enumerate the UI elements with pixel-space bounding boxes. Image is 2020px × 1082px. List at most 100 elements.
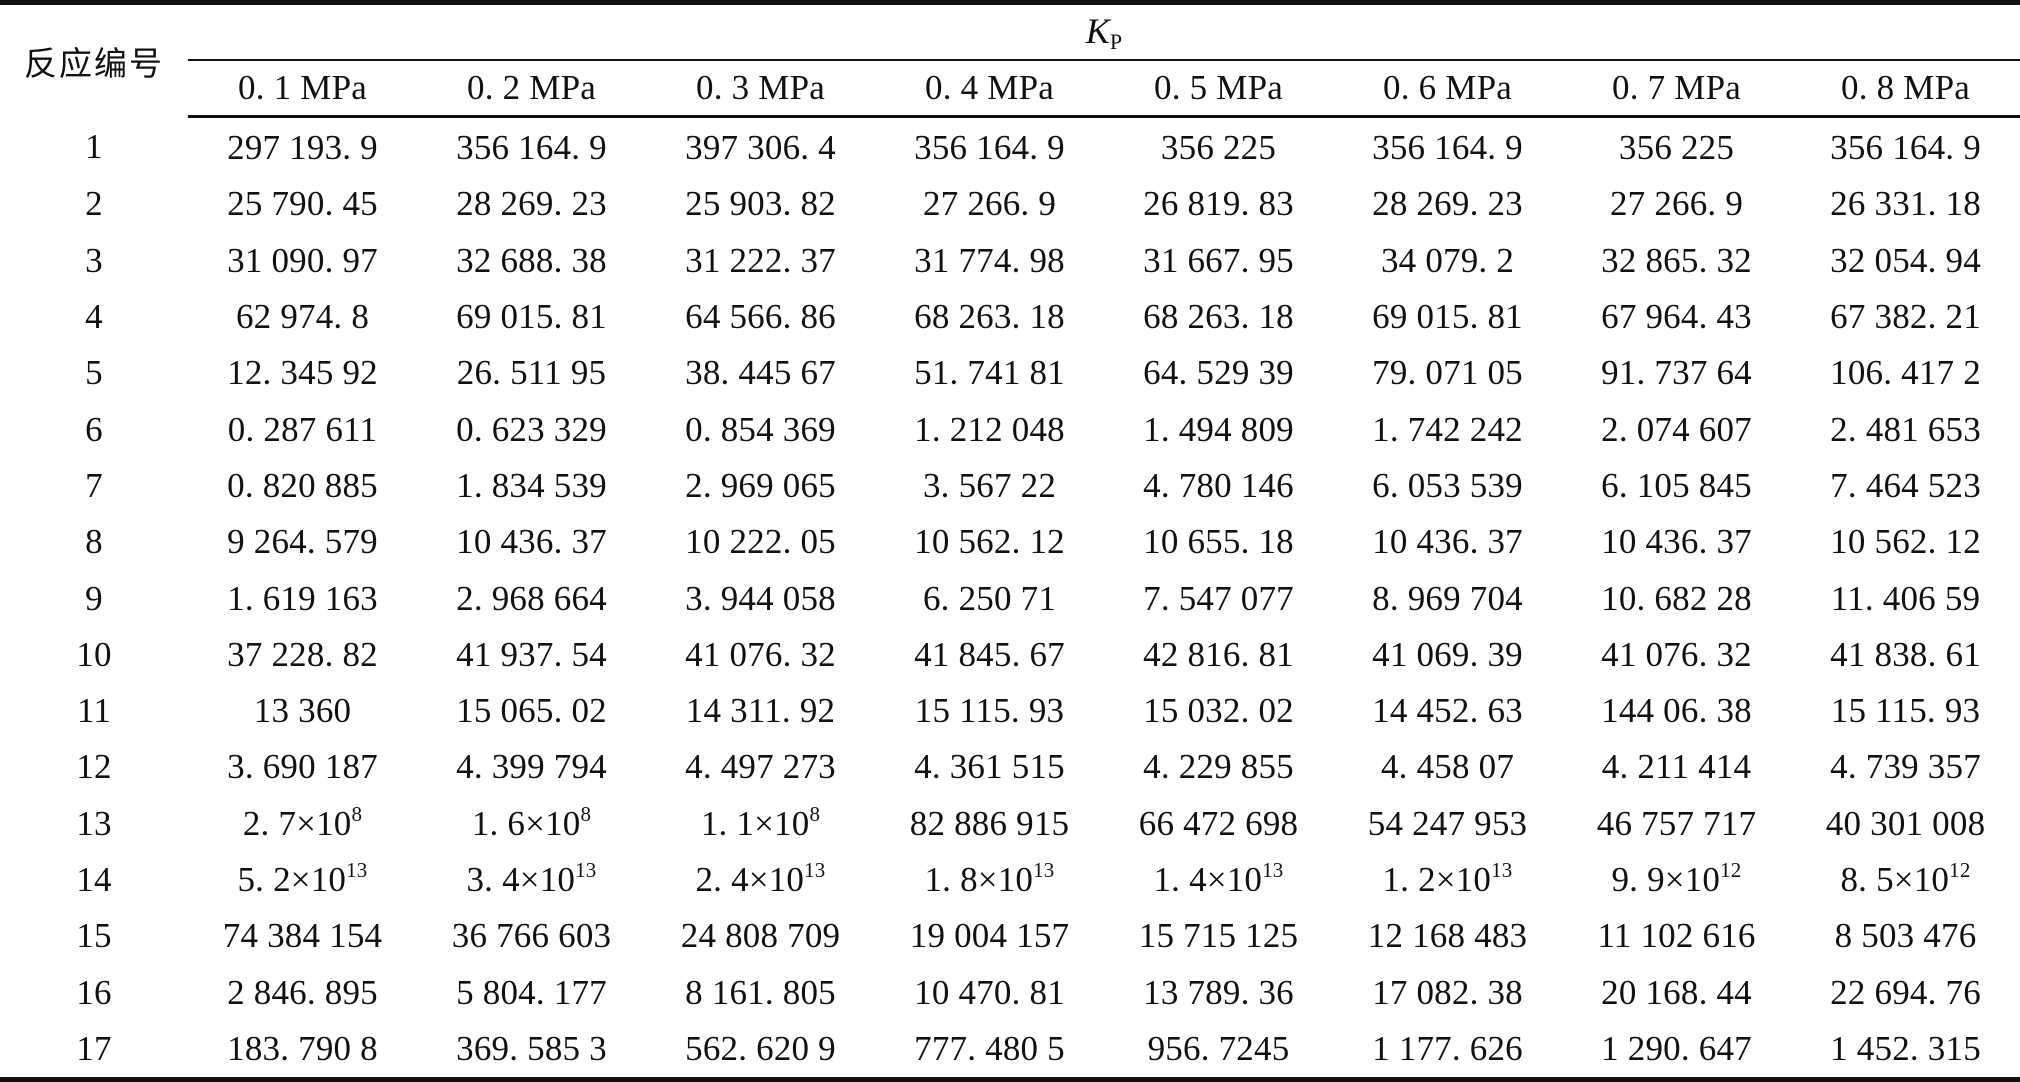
kp-value-text: 22 694. 76 <box>1830 972 1981 1012</box>
kp-value-text: 1. 494 809 <box>1143 409 1294 449</box>
kp-value-cell: 2. 4×1013 <box>646 852 875 908</box>
pressure-header-7: 0. 7 MPa <box>1562 60 1791 118</box>
kp-value-cell: 15 065. 02 <box>417 683 646 739</box>
kp-value-text: 1 177. 626 <box>1372 1028 1523 1068</box>
kp-value-text: 67 964. 43 <box>1601 297 1752 337</box>
kp-value-text: 562. 620 9 <box>685 1028 836 1068</box>
kp-value-cell: 2. 481 653 <box>1791 401 2020 457</box>
kp-value-text: 4. 780 146 <box>1143 465 1294 505</box>
kp-value-cell: 46 757 717 <box>1562 796 1791 852</box>
kp-value-cell: 10 470. 81 <box>875 964 1104 1020</box>
kp-exponent: 13 <box>1262 858 1284 882</box>
kp-value-text: 0. 623 329 <box>456 409 607 449</box>
kp-value-cell: 183. 790 8 <box>188 1021 417 1080</box>
kp-value-text: 1. 6×10 <box>471 803 581 843</box>
kp-value-cell: 1 177. 626 <box>1333 1021 1562 1080</box>
kp-value-cell: 10 436. 37 <box>1562 514 1791 570</box>
kp-value-cell: 69 015. 81 <box>417 289 646 345</box>
kp-value-cell: 10 655. 18 <box>1104 514 1333 570</box>
kp-value-text: 11 102 616 <box>1597 916 1756 956</box>
kp-value-text: 106. 417 2 <box>1830 353 1981 393</box>
kp-value-cell: 1. 8×1013 <box>875 852 1104 908</box>
kp-value-cell: 15 715 125 <box>1104 908 1333 964</box>
kp-value-cell: 356 164. 9 <box>417 117 646 177</box>
kp-value-cell: 9 264. 579 <box>188 514 417 570</box>
kp-exponent: 8 <box>351 801 363 826</box>
kp-value-cell: 51. 741 81 <box>875 345 1104 401</box>
kp-value-cell: 13 789. 36 <box>1104 964 1333 1020</box>
kp-value-text: 369. 585 3 <box>456 1028 607 1068</box>
kp-value-text: 34 079. 2 <box>1380 240 1515 280</box>
reaction-id-cell: 9 <box>85 578 103 618</box>
kp-value-text: 27 266. 9 <box>1609 184 1744 224</box>
kp-value-cell: 10 222. 05 <box>646 514 875 570</box>
kp-value-cell: 40 301 008 <box>1791 796 2020 852</box>
pressure-header-4: 0. 4 MPa <box>875 60 1104 118</box>
kp-value-cell: 74 384 154 <box>188 908 417 964</box>
kp-value-text: 356 164. 9 <box>1830 128 1981 168</box>
kp-value-text: 956. 7245 <box>1147 1028 1290 1068</box>
kp-value-text: 54 247 953 <box>1367 803 1528 843</box>
table-row: 6 0. 287 611 0. 623 329 0. 854 369 1. 212 04… <box>0 401 2020 457</box>
kp-value-text: 8. 969 704 <box>1372 578 1523 618</box>
reaction-id-cell: 5 <box>85 353 103 393</box>
pressure-header-1: 0. 1 MPa <box>188 60 417 118</box>
kp-value-cell: 15 115. 93 <box>1791 683 2020 739</box>
kp-value-cell: 3. 690 187 <box>188 739 417 795</box>
kp-value-text: 4. 739 357 <box>1830 747 1981 787</box>
reaction-id-cell: 8 <box>85 522 103 562</box>
table-row: 11 13 360 15 065. 02 14 311. 92 15 115. 93 15… <box>0 683 2020 739</box>
table-row: 8 9 264. 579 10 436. 37 10 222. 05 10 562. 1… <box>0 514 2020 570</box>
kp-value-text: 2. 7×10 <box>242 803 352 843</box>
kp-value-cell: 10 562. 12 <box>875 514 1104 570</box>
kp-value-text: 64. 529 39 <box>1143 353 1294 393</box>
kp-value-cell: 91. 737 64 <box>1562 345 1791 401</box>
kp-value-text: 79. 071 05 <box>1372 353 1523 393</box>
table-row: 16 2 846. 895 5 804. 177 8 161. 805 10 470. … <box>0 964 2020 1020</box>
kp-value-text: 8. 5×10 <box>1840 860 1950 899</box>
kp-value-text: 41 845. 67 <box>914 634 1065 674</box>
reaction-id-cell: 2 <box>85 184 103 224</box>
kp-value-cell: 25 790. 45 <box>188 176 417 232</box>
kp-value-cell: 27 266. 9 <box>875 176 1104 232</box>
kp-exponent: 13 <box>1033 858 1055 882</box>
kp-value-text: 15 115. 93 <box>1830 691 1981 731</box>
kp-exponent: 13 <box>346 858 368 882</box>
table-row: 13 2. 7×108 1. 6×108 1. 1×108 82 886 915 66 4… <box>0 796 2020 852</box>
kp-value-text: 36 766 603 <box>451 916 612 956</box>
kp-value-text: 3. 567 22 <box>922 465 1057 505</box>
kp-value-text: 69 015. 81 <box>1372 297 1523 337</box>
kp-subscript: P <box>1109 28 1123 54</box>
kp-value-cell: 1. 742 242 <box>1333 401 1562 457</box>
kp-value-cell: 17 082. 38 <box>1333 964 1562 1020</box>
kp-value-text: 356 225 <box>1160 128 1277 168</box>
kp-value-cell: 28 269. 23 <box>1333 176 1562 232</box>
kp-value-text: 26 331. 18 <box>1830 184 1981 224</box>
kp-value-text: 40 301 008 <box>1825 803 1986 843</box>
kp-value-text: 41 838. 61 <box>1830 634 1981 674</box>
kp-value-cell: 25 903. 82 <box>646 176 875 232</box>
kp-value-text: 41 076. 32 <box>685 634 836 674</box>
kp-value-text: 74 384 154 <box>222 916 383 956</box>
kp-value-text: 3. 4×10 <box>466 860 576 899</box>
kp-value-text: 356 164. 9 <box>914 128 1065 168</box>
kp-value-text: 67 382. 21 <box>1830 297 1981 337</box>
kp-value-cell: 64. 529 39 <box>1104 345 1333 401</box>
kp-value-cell: 4. 458 07 <box>1333 739 1562 795</box>
kp-value-cell: 7. 547 077 <box>1104 570 1333 626</box>
kp-value-cell: 0. 287 611 <box>188 401 417 457</box>
kp-value-text: 82 886 915 <box>909 803 1070 843</box>
kp-value-text: 27 266. 9 <box>922 184 1057 224</box>
kp-value-text: 32 054. 94 <box>1830 240 1981 280</box>
table-header: 反应编号 KP 0. 1 MPa 0. 2 MPa 0. 3 MPa 0. 4 MPa… <box>0 2 2020 118</box>
kp-exponent: 13 <box>1491 858 1513 882</box>
kp-value-cell: 0. 854 369 <box>646 401 875 457</box>
kp-value-cell: 3. 4×1013 <box>417 852 646 908</box>
reaction-id-cell: 4 <box>85 297 103 337</box>
kp-value-text: 10. 682 28 <box>1601 578 1752 618</box>
kp-value-text: 1 290. 647 <box>1601 1028 1752 1068</box>
kp-value-cell: 31 222. 37 <box>646 233 875 289</box>
kp-value-cell: 356 164. 9 <box>1791 117 2020 177</box>
kp-value-cell: 397 306. 4 <box>646 117 875 177</box>
kp-value-cell: 0. 820 885 <box>188 458 417 514</box>
